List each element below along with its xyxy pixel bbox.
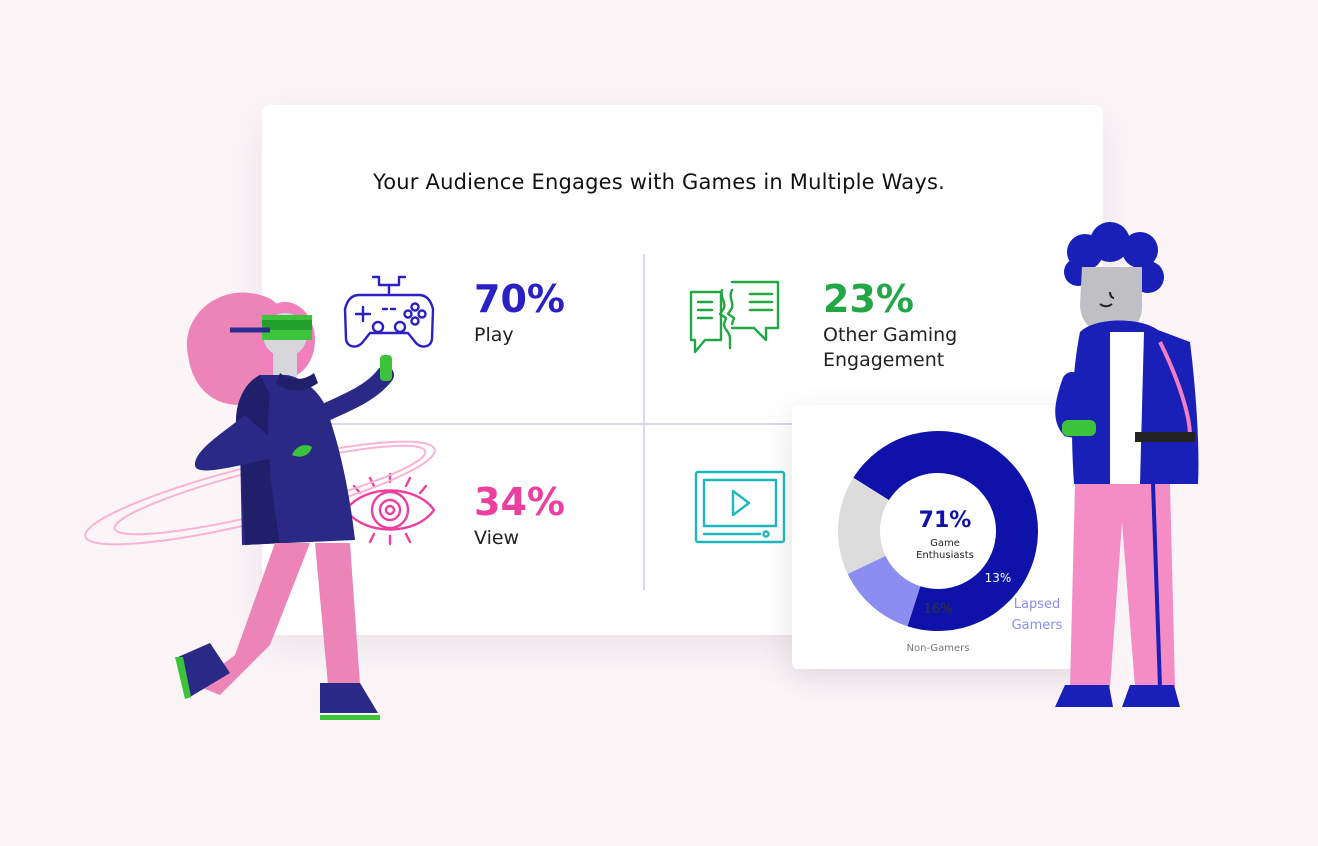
other-engagement-label-line2: Engagement <box>823 349 945 371</box>
play-label: Play <box>474 324 514 346</box>
gamepad-icon <box>343 275 435 348</box>
non-gamers-label: Non-Gamers <box>906 643 970 654</box>
donut-slice-non-gamers <box>838 477 889 574</box>
center-label-line2: Enthusiasts <box>916 550 974 561</box>
video-player-icon <box>694 470 786 544</box>
chat-faces-icon <box>689 280 780 354</box>
lapsed-label-line2: Gamers <box>1011 618 1063 633</box>
audience-donut-chart <box>838 431 1038 631</box>
lapsed-label-line1: Lapsed <box>1013 597 1061 612</box>
non-gamers-percent: 16% <box>923 602 953 617</box>
vr-girl-illustration <box>84 292 436 720</box>
view-label: View <box>474 527 520 549</box>
donut-slice-lapsed-gamers <box>847 555 921 627</box>
page-title: Your Audience Engages with Games in Mult… <box>373 170 945 194</box>
center-value: 71% <box>918 508 972 533</box>
other-engagement-label-line1: Other Gaming <box>823 324 958 346</box>
view-percent: 34% <box>474 480 565 524</box>
vertical-divider <box>643 254 645 590</box>
play-percent: 70% <box>474 277 565 321</box>
other-engagement-percent: 23% <box>823 277 914 321</box>
center-label-line1: Game <box>930 538 960 549</box>
horizontal-divider <box>262 423 822 425</box>
gamer-boy-illustration <box>1055 222 1199 707</box>
donut-slice-game-enthusiasts <box>853 431 1038 631</box>
lapsed-percent: 13% <box>984 571 1012 585</box>
